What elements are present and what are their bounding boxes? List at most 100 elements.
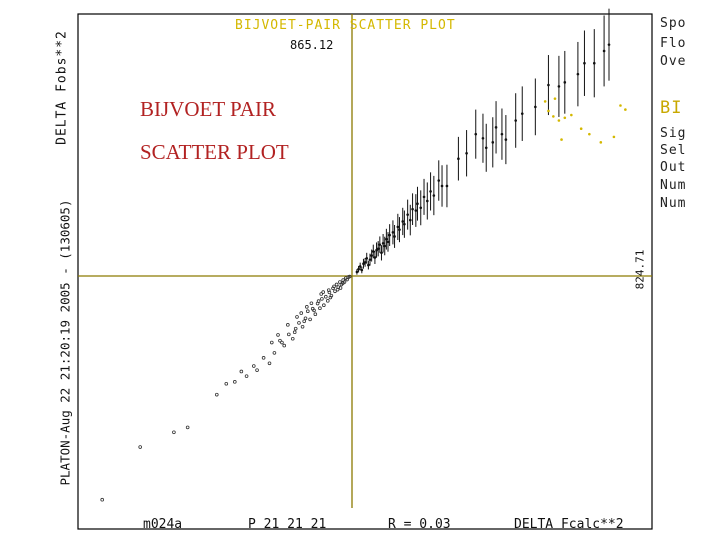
footer-spacegroup: P 21 21 21 (248, 517, 327, 532)
outlier-point (599, 141, 603, 144)
data-point (316, 299, 321, 303)
outlier-point (552, 115, 555, 118)
data-point (214, 392, 219, 397)
x-axis-label: DELTA Fcalc**2 (514, 517, 624, 532)
data-point (278, 338, 282, 343)
data-point (504, 138, 508, 141)
data-point (324, 294, 328, 299)
y-max-label: 865.12 (290, 38, 334, 52)
data-point (563, 81, 567, 84)
data-point (358, 265, 362, 268)
data-point (429, 190, 432, 193)
data-point (335, 287, 340, 292)
data-point (557, 85, 561, 88)
y-axis-label: DELTA Fobs**2 (54, 30, 70, 145)
data-point (299, 311, 304, 315)
data-point (380, 251, 383, 255)
footer-id: m024a (143, 517, 183, 532)
data-point (457, 157, 460, 160)
data-point (280, 340, 284, 345)
side-panel-item: Ove (660, 54, 687, 69)
data-point (269, 340, 274, 345)
data-point (396, 225, 400, 229)
outlier-point (563, 116, 567, 120)
data-point (347, 274, 352, 279)
data-point (100, 497, 105, 502)
x-max-label: 824.71 (633, 249, 647, 290)
data-point (272, 351, 277, 355)
data-point (261, 356, 266, 360)
data-point (309, 301, 314, 306)
data-point (419, 206, 423, 210)
data-point (321, 290, 325, 294)
data-point (320, 297, 324, 301)
outlier-point (588, 132, 591, 136)
data-point (138, 445, 142, 449)
plot-frame (77, 13, 653, 530)
data-point (295, 315, 299, 319)
data-point (422, 195, 426, 199)
data-point (494, 126, 498, 129)
data-point (322, 303, 326, 307)
data-point (305, 305, 309, 309)
data-point (292, 330, 297, 334)
data-point (547, 83, 550, 87)
data-point (401, 220, 405, 223)
data-point (290, 336, 295, 341)
data-point (534, 105, 537, 109)
slide-title-line2: SCATTER PLOT (140, 140, 289, 164)
data-point (365, 256, 369, 260)
data-point (360, 268, 364, 272)
data-point (306, 309, 310, 313)
data-point (319, 292, 324, 296)
data-point (474, 132, 478, 136)
data-point (282, 343, 287, 348)
data-point (378, 243, 382, 246)
data-point (414, 209, 418, 212)
data-point (520, 112, 524, 115)
data-point (267, 361, 272, 366)
side-panel-item: Out (660, 160, 687, 175)
data-point (255, 368, 259, 372)
data-point (355, 270, 359, 274)
data-point (172, 430, 176, 435)
data-point (403, 222, 406, 226)
data-point (244, 374, 249, 378)
outlier-point (557, 119, 561, 122)
data-point (416, 202, 419, 206)
data-point (363, 261, 367, 264)
data-point (425, 199, 429, 203)
data-point (500, 132, 504, 136)
data-point (408, 218, 412, 222)
data-point (276, 333, 280, 337)
data-point (576, 72, 580, 76)
data-point (224, 381, 229, 386)
side-panel: Spo Flo Ove BI Sig Sel Out Num Num (660, 16, 720, 216)
outlier-point (543, 100, 547, 103)
outlier-point (560, 138, 563, 141)
data-point (592, 61, 596, 65)
data-point (338, 286, 343, 290)
data-point (465, 151, 468, 155)
data-point (386, 240, 390, 244)
data-point (338, 280, 342, 284)
timestamp-label: PLATON-Aug 22 21:20:19 2005 - (130605) (57, 199, 73, 486)
outlier-point (547, 109, 550, 113)
data-point (398, 228, 401, 231)
data-point (318, 306, 322, 310)
data-point (583, 61, 586, 65)
side-panel-item: Num (660, 196, 687, 211)
data-point (406, 213, 409, 216)
data-point (325, 299, 330, 303)
outlier-point (624, 108, 627, 111)
data-point (371, 250, 375, 253)
data-point (481, 136, 485, 140)
data-point (303, 316, 308, 321)
outlier-point (619, 104, 622, 107)
data-point (326, 288, 331, 292)
data-point (367, 263, 370, 267)
data-point (432, 194, 436, 197)
data-point (368, 258, 372, 261)
